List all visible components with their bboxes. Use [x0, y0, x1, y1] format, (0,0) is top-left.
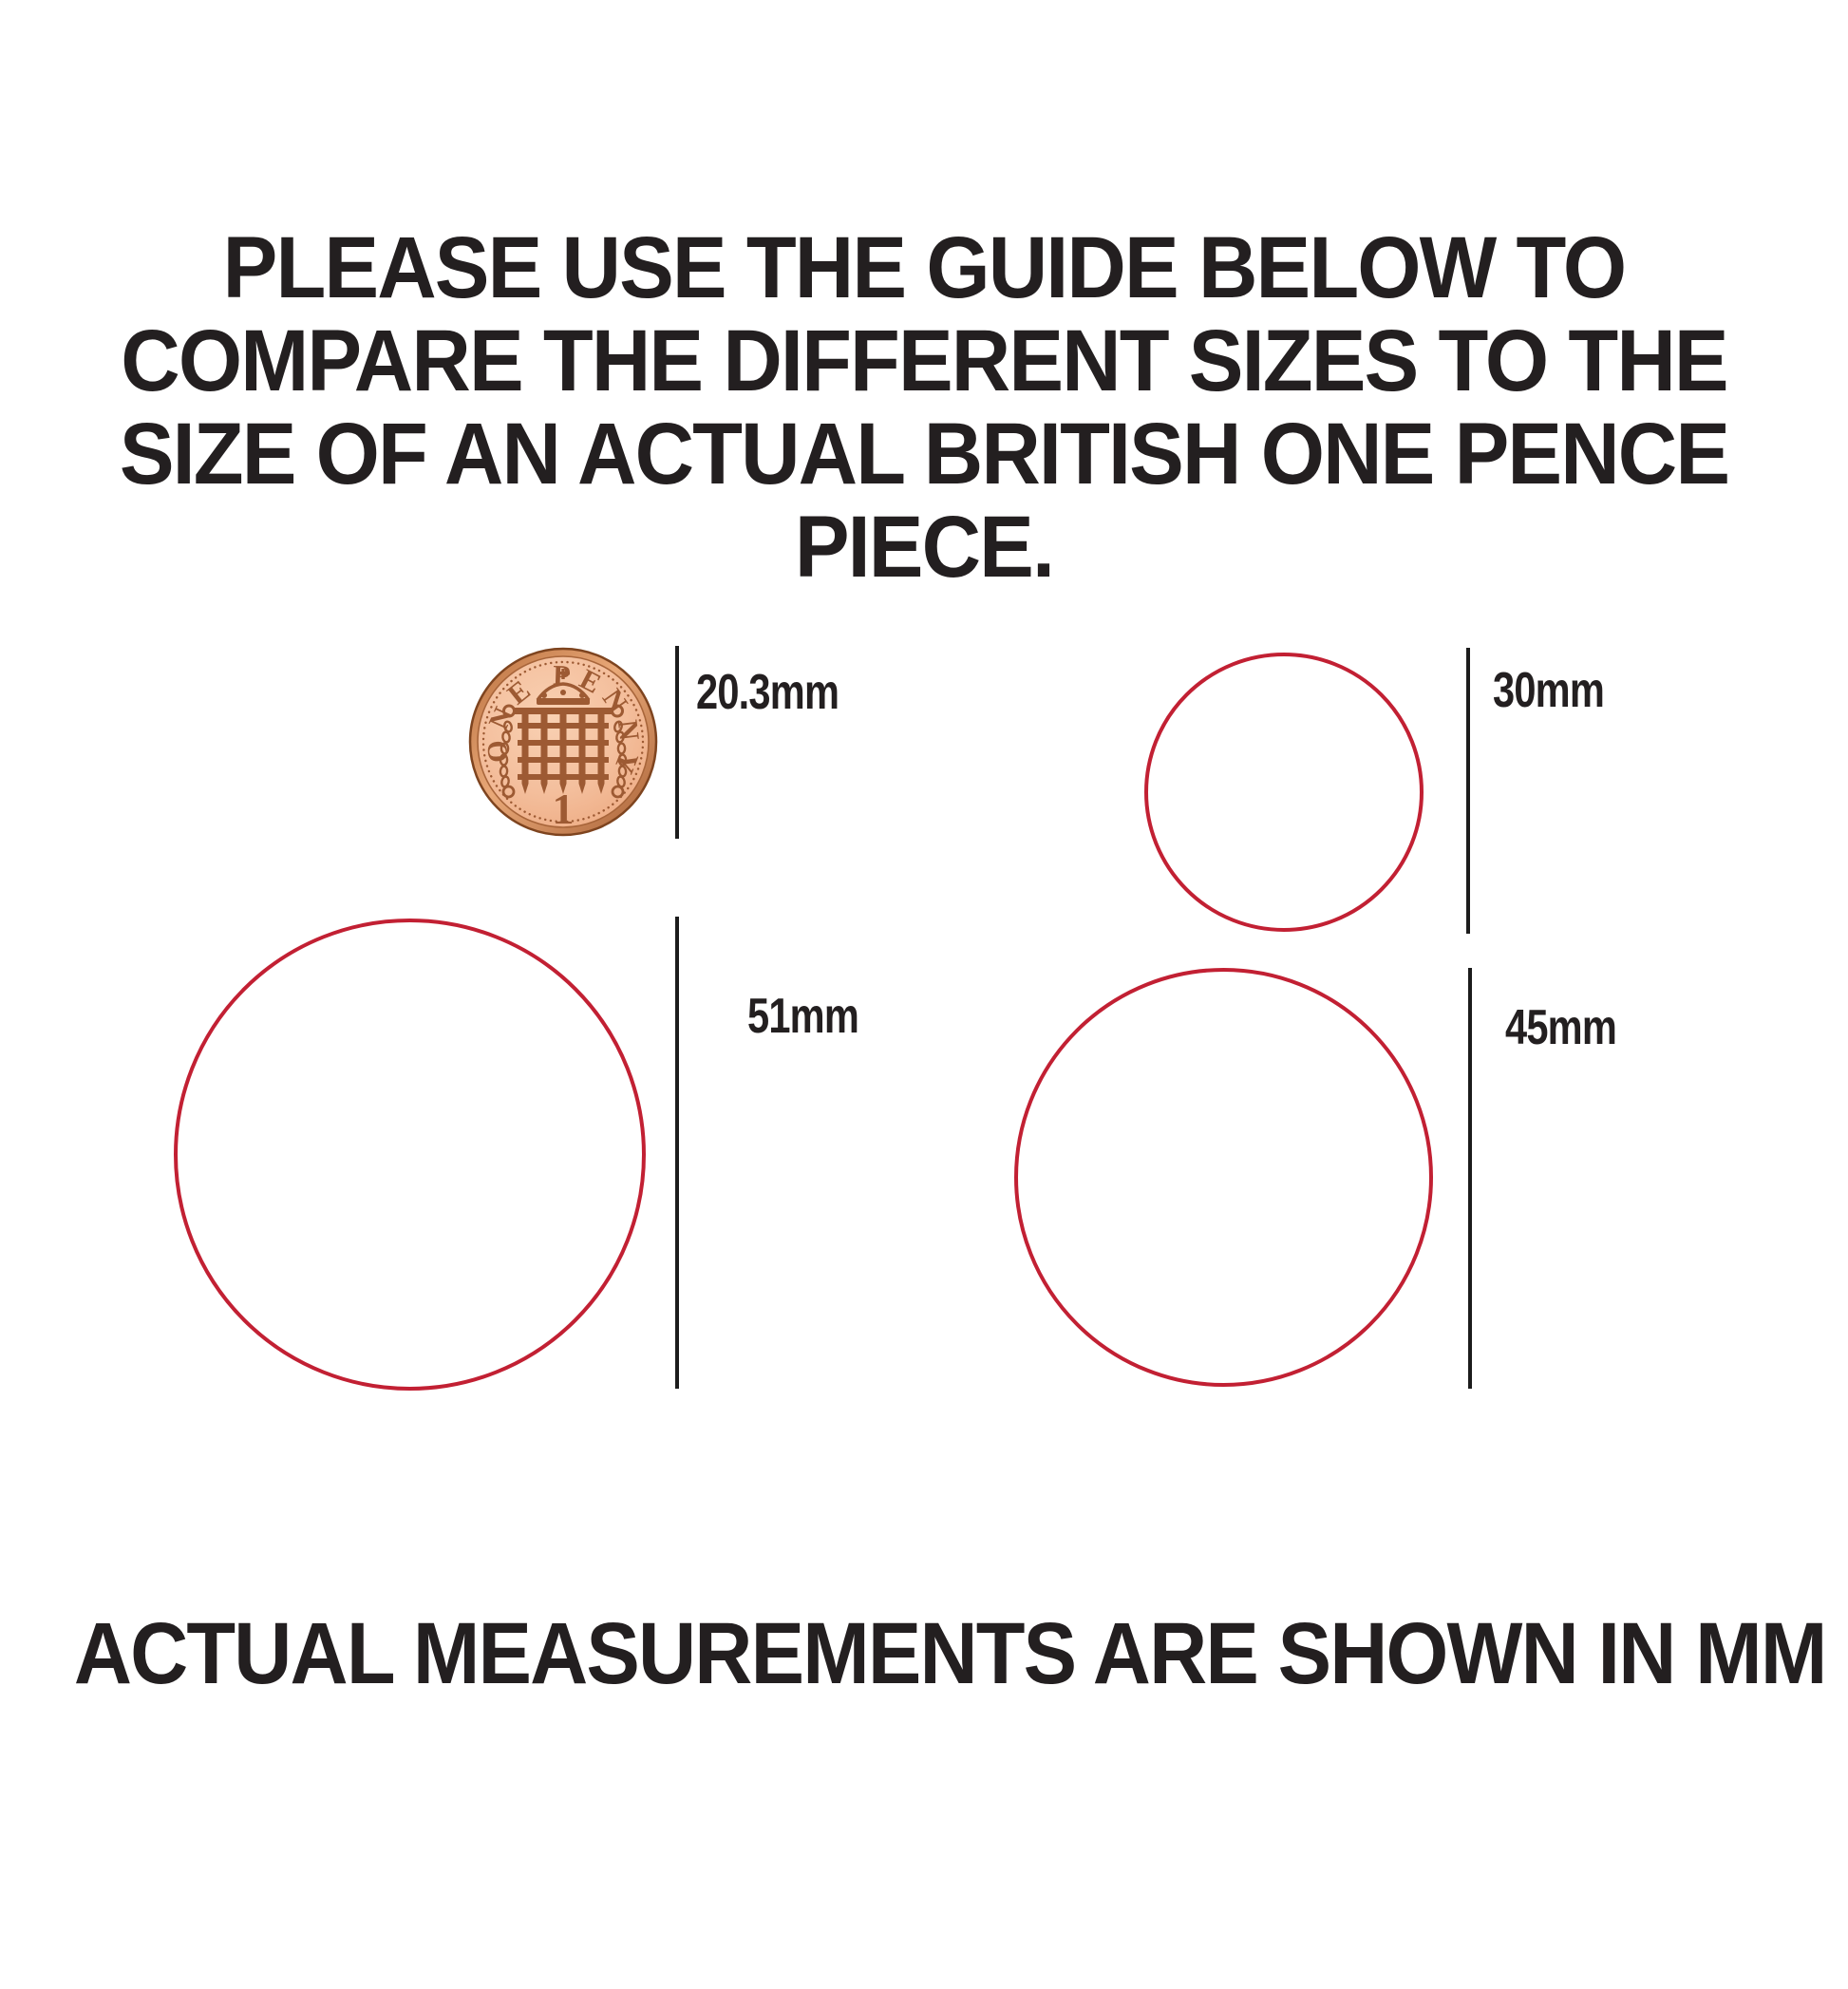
chain-left [499, 720, 516, 799]
circle-45mm [1014, 968, 1433, 1387]
size-label-30mm: 30mm [1493, 663, 1605, 718]
footer-note: ACTUAL MEASUREMENTS ARE SHOWN IN MM [73, 1605, 1828, 1702]
title-line-4: PIECE. [794, 499, 1055, 596]
title-line-1: PLEASE USE THE GUIDE BELOW TO [222, 219, 1628, 316]
circle-51mm [174, 919, 646, 1391]
crown [536, 669, 591, 705]
one-penny-coin: ONE PENNY [468, 647, 658, 837]
page-title: PLEASE USE THE GUIDE BELOW TO COMPARE TH… [55, 221, 1792, 594]
portcullis [502, 669, 624, 794]
title-line-2: COMPARE THE DIFFERENT SIZES TO THE [121, 313, 1728, 409]
measure-line-30mm [1466, 648, 1470, 934]
title-line-3: SIZE OF AN ACTUAL BRITISH ONE PENCE [119, 406, 1730, 502]
size-label-51mm: 51mm [747, 989, 859, 1044]
circle-30mm [1144, 653, 1424, 932]
coin-dotted-ring [481, 660, 645, 824]
coin-denomination: 1 [553, 785, 575, 833]
size-label-penny: 20.3mm [696, 665, 839, 720]
measure-line-51mm [675, 917, 679, 1389]
size-label-45mm: 45mm [1505, 1000, 1617, 1055]
measure-line-45mm [1468, 968, 1472, 1389]
measure-line-penny [675, 646, 679, 839]
